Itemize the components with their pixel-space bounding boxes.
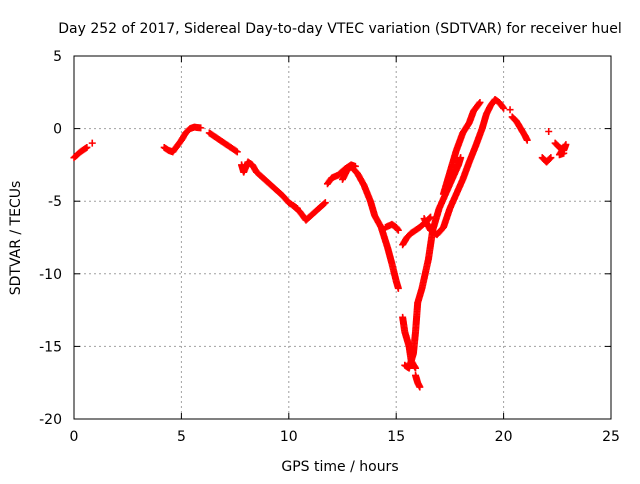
y-tick-label: 5 bbox=[53, 49, 62, 65]
grid bbox=[74, 56, 611, 419]
x-tick-label: 5 bbox=[177, 429, 186, 445]
data-point bbox=[88, 139, 96, 147]
data-point bbox=[427, 213, 435, 221]
data-point bbox=[457, 154, 465, 162]
x-tick-label: 20 bbox=[495, 429, 513, 445]
data-point bbox=[476, 98, 484, 106]
chart-title: Day 252 of 2017, Sidereal Day-to-day VTE… bbox=[58, 21, 621, 37]
data-point bbox=[412, 364, 420, 372]
data-point bbox=[197, 124, 205, 132]
data-point bbox=[523, 136, 531, 144]
data-point bbox=[500, 104, 508, 112]
data-point bbox=[547, 154, 555, 162]
data-point bbox=[83, 143, 91, 151]
data-point bbox=[546, 155, 554, 163]
axis-ticks: 0 5 10 15 20 25 -20 -15 -10 -5 0 5 bbox=[39, 49, 620, 445]
y-tick-label: 0 bbox=[53, 122, 62, 138]
y-axis-label: SDTVAR / TECUs bbox=[8, 181, 24, 296]
x-tick-label: 10 bbox=[280, 429, 298, 445]
x-tick-label: 0 bbox=[70, 429, 79, 445]
data-point bbox=[394, 226, 402, 234]
data-point bbox=[416, 383, 424, 391]
x-tick-label: 25 bbox=[602, 429, 620, 445]
data-point bbox=[499, 103, 507, 111]
data-point bbox=[320, 200, 328, 208]
y-tick-label: -5 bbox=[48, 194, 62, 210]
data-points bbox=[70, 96, 570, 391]
x-axis-label: GPS time / hours bbox=[281, 459, 398, 475]
data-point bbox=[560, 149, 568, 157]
y-tick-label: -15 bbox=[39, 339, 62, 355]
plot-frame bbox=[73, 55, 612, 420]
data-point bbox=[506, 106, 514, 114]
data-point bbox=[321, 199, 329, 207]
data-point bbox=[394, 284, 402, 292]
data-point bbox=[545, 128, 553, 136]
x-tick-label: 15 bbox=[387, 429, 405, 445]
data-point bbox=[475, 100, 483, 108]
y-tick-label: -20 bbox=[39, 412, 62, 428]
y-tick-label: -10 bbox=[39, 267, 62, 283]
data-point bbox=[232, 147, 240, 155]
data-point bbox=[233, 148, 241, 156]
